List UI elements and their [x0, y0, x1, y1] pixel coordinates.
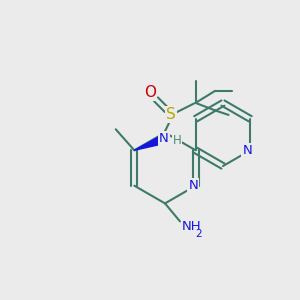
Polygon shape	[134, 136, 164, 150]
Text: S: S	[166, 107, 176, 122]
Text: 2: 2	[196, 229, 202, 239]
Text: NH: NH	[182, 220, 202, 233]
Text: H: H	[173, 134, 182, 147]
Text: N: N	[159, 132, 169, 145]
Text: N: N	[188, 179, 198, 192]
Text: N: N	[242, 144, 252, 157]
Text: O: O	[144, 85, 156, 100]
